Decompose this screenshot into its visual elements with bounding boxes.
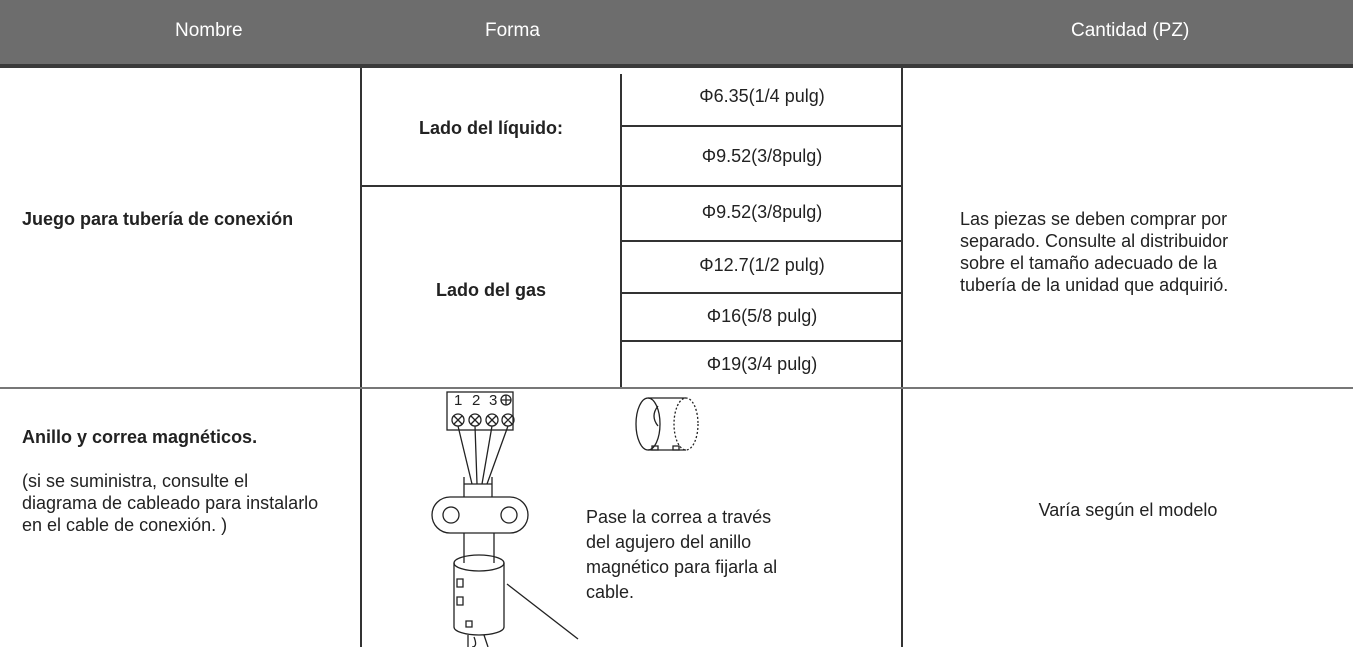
row-line — [620, 340, 902, 342]
terminal-block — [446, 391, 514, 431]
strap-hole — [500, 506, 518, 524]
diagram: 1 2 3 Pase la correa a través del agujero… — [431, 391, 777, 647]
size: Φ9.52(3/8pulg) — [701, 146, 823, 166]
wire-bundle — [463, 477, 493, 497]
strap-clips — [456, 578, 473, 628]
item-name: Anillo y correa magnéticos. — [22, 427, 258, 447]
caption-line: cable. — [586, 582, 634, 602]
leader-line — [506, 583, 579, 640]
screws — [451, 413, 515, 427]
row-line — [620, 125, 902, 127]
row-line — [0, 387, 1353, 389]
col-line — [620, 74, 622, 388]
col-line — [360, 68, 362, 647]
size: Φ12.7(1/2 pulg) — [699, 255, 825, 275]
strap-hole — [442, 506, 460, 524]
cable-end — [467, 634, 489, 647]
caption-line: del agujero del anillo — [586, 532, 751, 552]
terminal-label: 3 — [489, 392, 497, 409]
caption-line: magnético para fijarla al — [586, 557, 777, 577]
strap — [431, 496, 529, 534]
terminal-label: 1 — [454, 392, 462, 409]
item-name: Juego para tubería de conexión — [22, 209, 294, 229]
side-label: Lado del gas — [435, 280, 547, 300]
size: Φ16(5/8 pulg) — [706, 306, 818, 326]
ferrite-core — [453, 563, 505, 636]
header-bar — [0, 0, 1353, 68]
item-note: (si se suministra, consulte el diagrama … — [22, 471, 319, 535]
ring — [648, 397, 686, 451]
header-cell: Nombre — [175, 20, 243, 41]
caption-line: Pase la correa a través — [586, 507, 771, 527]
header-cell: Cantidad (PZ) — [1071, 20, 1190, 41]
terminal-label: 2 — [472, 392, 480, 409]
quantity: Las piezas se deben comprar por separado… — [960, 209, 1229, 295]
col-line — [901, 68, 903, 647]
cable — [463, 533, 495, 563]
quantity: Varía según el modelo — [1038, 500, 1218, 520]
size: Φ9.52(3/8pulg) — [701, 202, 823, 222]
side-label: Lado del líquido: — [419, 118, 563, 138]
ring — [673, 397, 699, 451]
ferrite-top — [453, 554, 505, 572]
ground-symbol — [500, 394, 512, 406]
caption: Pase la correa a través del agujero del a… — [586, 507, 777, 602]
row-line — [360, 185, 902, 187]
ring-detail — [651, 405, 680, 451]
row-line — [620, 292, 902, 294]
row-line — [620, 240, 902, 242]
size: Φ6.35(1/4 pulg) — [699, 86, 825, 106]
header-cell: Forma — [485, 20, 540, 41]
size: Φ19(3/4 pulg) — [706, 354, 818, 374]
wires — [457, 425, 509, 485]
